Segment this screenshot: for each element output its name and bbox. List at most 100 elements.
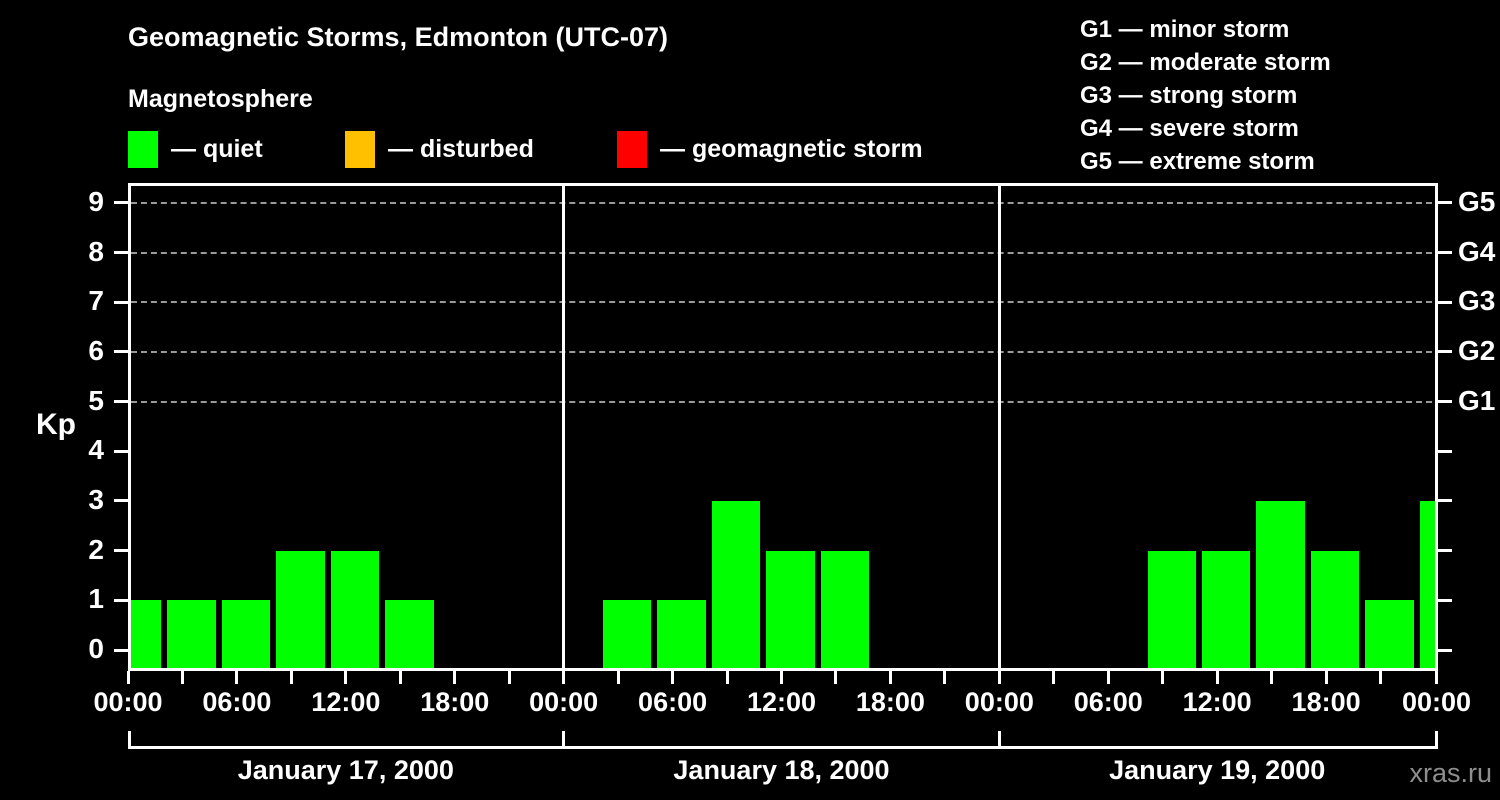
- day-bracket-tick: [1435, 731, 1438, 746]
- y-axis-tick: [114, 300, 128, 304]
- y-axis-tick: [114, 350, 128, 354]
- x-axis-tick: [1052, 671, 1056, 684]
- x-axis-tick-label: 06:00: [638, 687, 708, 717]
- date-label: January 19, 2000: [1109, 755, 1326, 785]
- x-axis-tick: [1215, 671, 1219, 684]
- y-axis-tick: [114, 499, 128, 503]
- right-axis-tick: [1438, 549, 1452, 553]
- watermark-xras: xras.ru: [1409, 758, 1492, 788]
- y-axis-tick-label: 6: [88, 334, 104, 366]
- day-bracket-tick: [562, 731, 566, 746]
- g-scale-line: G5 — extreme storm: [1080, 148, 1315, 175]
- legend-swatch-storm: [617, 131, 647, 168]
- kp-gridline: [131, 201, 1432, 204]
- day-bracket-line: [128, 746, 1438, 749]
- kp-bar: [167, 600, 216, 668]
- y-axis-tick-label: 9: [88, 185, 104, 217]
- kp-bar: [766, 550, 815, 668]
- right-axis-tick: [1438, 648, 1452, 652]
- y-axis-tick-label: 3: [88, 483, 104, 515]
- kp-gridline: [131, 400, 1432, 403]
- g-level-label: G3: [1458, 285, 1496, 317]
- g-scale-line: G4 — severe storm: [1080, 115, 1299, 142]
- x-axis-tick: [562, 671, 566, 684]
- legend-item-label: — quiet: [171, 135, 263, 163]
- right-axis-tick: [1438, 350, 1452, 354]
- y-axis-tick-label: 1: [88, 583, 104, 615]
- plot-border-top: [128, 183, 1438, 186]
- y-axis-tick: [114, 549, 128, 553]
- x-axis-tick-label: 00:00: [93, 687, 163, 717]
- g-scale-legend: G1 — minor storm G2 — moderate storm G3 — …: [1080, 13, 1331, 178]
- x-axis-tick: [1324, 671, 1328, 684]
- x-axis-tick: [725, 671, 729, 684]
- x-axis-tick: [344, 671, 348, 684]
- kp-bar: [385, 600, 434, 668]
- g-level-label: G1: [1458, 384, 1496, 416]
- g-scale-line: G3 — strong storm: [1080, 82, 1298, 109]
- kp-gridline: [131, 251, 1432, 254]
- x-axis-tick-label: 18:00: [855, 687, 925, 717]
- g-scale-line: G1 — minor storm: [1080, 16, 1290, 43]
- kp-gridline: [131, 350, 1432, 353]
- right-axis-tick: [1438, 201, 1452, 205]
- legend-swatch-disturbed: [345, 131, 375, 168]
- kp-bar: [276, 550, 325, 668]
- y-axis-tick: [114, 201, 128, 205]
- x-axis-tick-label: 00:00: [1401, 687, 1472, 717]
- kp-bar: [1202, 550, 1251, 668]
- plot-border-bottom: [128, 668, 1438, 671]
- right-axis-tick: [1438, 499, 1452, 503]
- y-axis-tick-label: 5: [88, 384, 104, 416]
- date-label: January 17, 2000: [237, 755, 454, 785]
- x-axis-tick: [616, 671, 620, 684]
- kp-bar: [221, 600, 271, 668]
- x-axis-tick: [1161, 671, 1165, 684]
- kp-axis-label: Kp: [36, 408, 76, 441]
- x-axis-tick-label: 18:00: [1291, 687, 1361, 717]
- right-axis-tick: [1438, 598, 1452, 602]
- kp-bar: [1256, 500, 1305, 668]
- x-axis-tick: [180, 671, 184, 684]
- g-level-label: G5: [1458, 185, 1496, 217]
- kp-bar: [1419, 500, 1435, 668]
- legend-item-label: — geomagnetic storm: [660, 135, 923, 163]
- x-axis-tick-label: 18:00: [420, 687, 490, 717]
- x-axis-tick: [235, 671, 239, 684]
- legend-item-label: — disturbed: [388, 135, 534, 163]
- panel-separator: [562, 183, 566, 668]
- x-axis-tick: [289, 671, 293, 684]
- kp-bar: [820, 550, 870, 668]
- kp-bar: [131, 600, 162, 668]
- g-level-label: G4: [1458, 235, 1496, 267]
- y-axis-tick: [114, 648, 128, 652]
- date-label: January 18, 2000: [673, 755, 890, 785]
- x-axis-tick-label: 00:00: [529, 687, 599, 717]
- x-axis-tick-label: 12:00: [746, 687, 817, 717]
- y-axis-tick: [114, 251, 128, 255]
- x-axis-tick: [1379, 671, 1383, 684]
- kp-bar: [657, 600, 706, 668]
- x-axis-tick-label: 12:00: [1182, 687, 1252, 717]
- right-axis-tick: [1438, 449, 1452, 453]
- kp-bar: [1310, 550, 1360, 668]
- kp-bar: [711, 500, 761, 668]
- x-axis-tick: [1270, 671, 1274, 684]
- legend-swatch-quiet: [128, 131, 158, 168]
- plot-border-right: [1435, 183, 1438, 668]
- y-axis-tick-label: 7: [88, 285, 104, 317]
- chart-subtitle: Magnetosphere: [128, 85, 313, 113]
- day-bracket-tick: [997, 731, 1001, 746]
- right-axis-tick: [1438, 251, 1452, 255]
- x-axis-tick: [507, 671, 511, 684]
- y-axis-tick: [114, 400, 128, 404]
- y-axis-tick-label: 8: [88, 235, 104, 267]
- x-axis-tick: [780, 671, 783, 684]
- right-axis-tick: [1438, 300, 1452, 304]
- kp-bar: [1147, 550, 1196, 668]
- x-axis-tick: [834, 671, 838, 684]
- panel-separator: [997, 183, 1001, 668]
- x-axis-tick: [1435, 671, 1438, 684]
- x-axis-tick-label: 06:00: [1073, 687, 1143, 717]
